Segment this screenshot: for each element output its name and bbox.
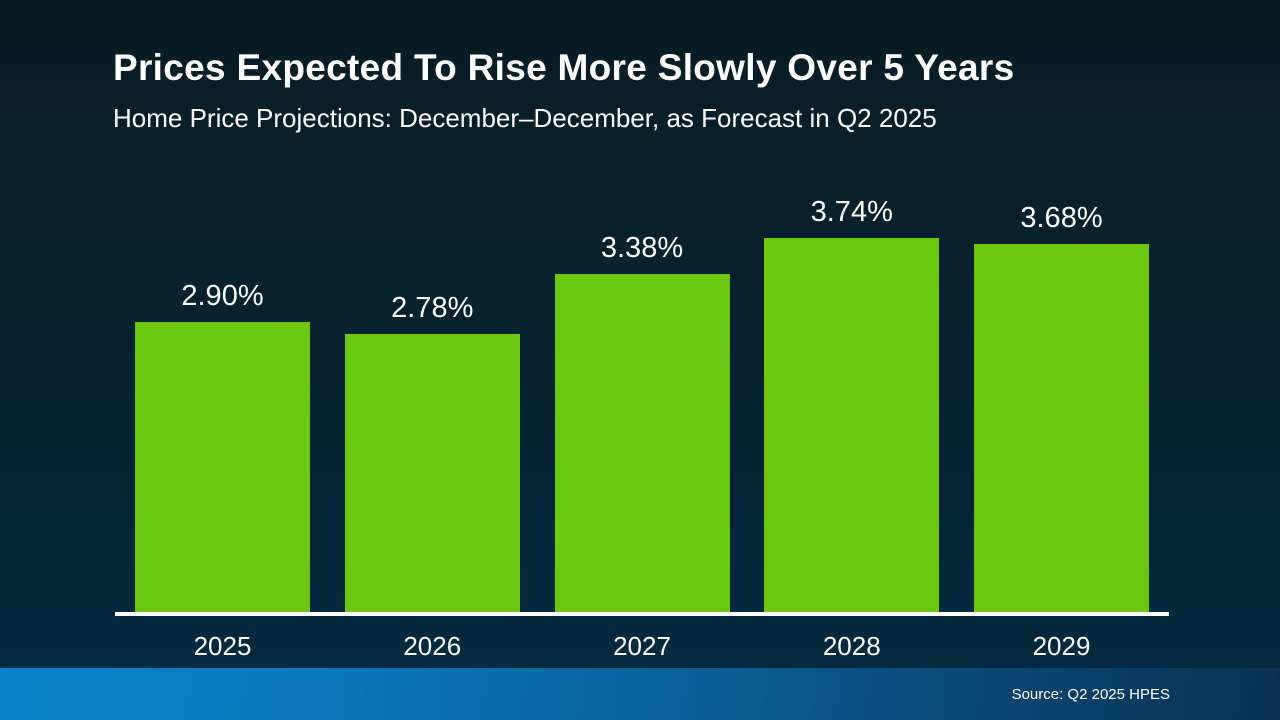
bar-value-label: 2.78%: [391, 292, 474, 325]
page-subtitle: Home Price Projections: December–Decembe…: [113, 103, 937, 133]
bar-group: 3.74%: [764, 196, 940, 613]
x-axis-label: 2027: [613, 631, 671, 661]
bar: [135, 322, 310, 613]
bar-value-label: 3.74%: [810, 196, 893, 229]
bar-group: 3.38%: [554, 232, 730, 613]
bar-chart: 2.90% 2.78% 3.38% 3.74% 3.68%: [115, 170, 1169, 613]
footer-bar: Source: Q2 2025 HPES: [0, 668, 1280, 720]
x-axis-line: [115, 612, 1169, 616]
bar: [554, 274, 730, 613]
bar-group: 2.78%: [344, 292, 520, 613]
bar: [974, 244, 1149, 613]
x-axis-label: 2025: [193, 631, 252, 661]
x-axis-label: 2028: [822, 631, 881, 661]
bar-group: 2.90%: [135, 280, 310, 613]
bar-value-label: 2.90%: [181, 280, 264, 313]
bar-group: 3.68%: [974, 202, 1149, 613]
source-citation: Source: Q2 2025 HPES: [1011, 685, 1170, 703]
bar-value-label: 3.38%: [600, 232, 684, 265]
bar: [344, 334, 520, 613]
x-axis-label: 2029: [1032, 631, 1091, 661]
bar: [764, 238, 940, 613]
x-axis-label: 2026: [403, 631, 462, 661]
x-axis-labels: 2025 2026 2027 2028 2029: [115, 631, 1169, 662]
page-title: Prices Expected To Rise More Slowly Over…: [113, 47, 1015, 88]
chart-bars: 2.90% 2.78% 3.38% 3.74% 3.68%: [115, 170, 1169, 613]
bar-value-label: 3.68%: [1020, 202, 1103, 235]
